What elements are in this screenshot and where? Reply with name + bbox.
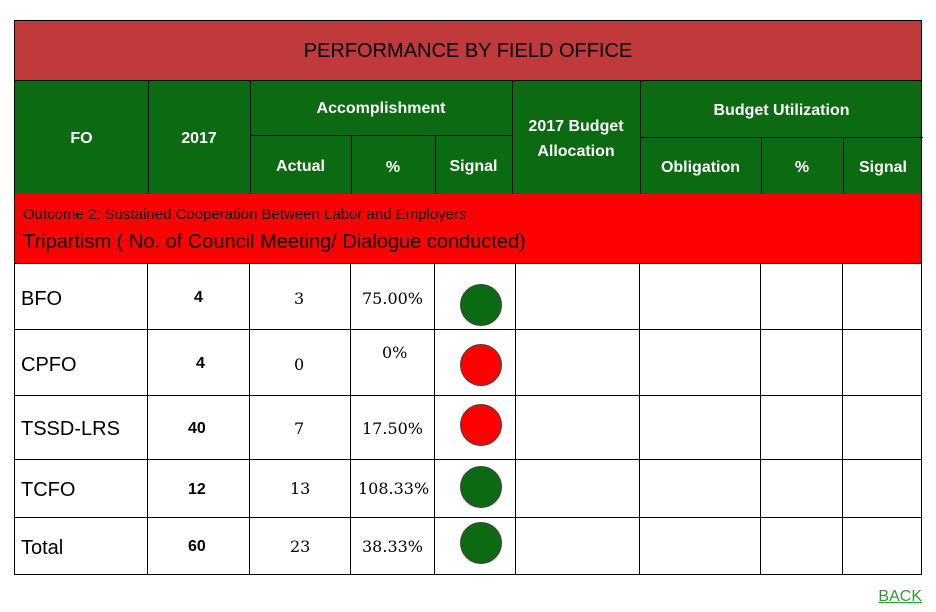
header-percent: %	[385, 159, 401, 176]
percent-value: 38.33%	[362, 537, 424, 556]
fo-name: Total	[21, 537, 64, 559]
header-budget-allocation-2: Allocation	[537, 143, 615, 160]
actual-value: 23	[290, 537, 311, 556]
page-title: PERFORMANCE BY FIELD OFFICE	[14, 20, 922, 81]
table-row: TSSD-LRS 40 7 17.50%	[14, 396, 922, 460]
table-row: Total 60 23 38.33%	[14, 518, 922, 575]
fo-name: BFO	[21, 288, 63, 310]
table-row: BFO 4 3 75.00%	[14, 264, 922, 330]
actual-value: 3	[294, 289, 305, 308]
outcome-banner: Outcome 2: Sustained Cooperation Between…	[14, 194, 922, 264]
target-value: 12	[188, 481, 206, 498]
page-title-text: PERFORMANCE BY FIELD OFFICE	[303, 40, 633, 62]
actual-value: 7	[294, 419, 305, 438]
fo-name: TSSD-LRS	[21, 418, 120, 440]
table-row: TCFO 12 13 108.33%	[14, 460, 922, 518]
percent-value: 108.33%	[358, 479, 430, 498]
fo-name: CPFO	[21, 354, 77, 376]
actual-value: 13	[290, 479, 311, 498]
header-accomplishment: Accomplishment	[316, 100, 446, 117]
header-util-percent: %	[794, 159, 810, 176]
target-value: 60	[188, 538, 206, 555]
signal-green-indicator	[460, 522, 502, 564]
table-row: CPFO 4 0 0%	[14, 330, 922, 396]
table-header: FO 2017 Accomplishment Actual % Signal 2…	[14, 81, 923, 194]
header-util-signal: Signal	[858, 159, 907, 176]
back-link[interactable]: BACK	[878, 588, 922, 605]
header-year: 2017	[181, 130, 217, 147]
target-value: 40	[188, 420, 206, 437]
outcome-title: Outcome 2: Sustained Cooperation Between…	[23, 206, 467, 223]
outcome-indicator: Tripartism ( No. of Council Meeting/ Dia…	[23, 231, 526, 253]
percent-value: 17.50%	[362, 419, 424, 438]
header-fo: FO	[70, 130, 93, 147]
target-value: 4	[196, 355, 205, 372]
header-budget-utilization: Budget Utilization	[713, 102, 850, 119]
signal-red-indicator	[460, 344, 502, 386]
fo-name: TCFO	[21, 479, 76, 501]
percent-value: 0%	[382, 343, 408, 362]
header-signal: Signal	[449, 158, 498, 175]
signal-red-indicator	[460, 404, 502, 446]
data-table: BFO 4 3 75.00% CPFO 4 0 0% TSSD-LRS 40 7	[14, 264, 922, 575]
header-actual: Actual	[276, 158, 325, 175]
header-obligation: Obligation	[660, 159, 741, 176]
header-budget-allocation-1: 2017 Budget	[528, 118, 624, 135]
percent-value: 75.00%	[362, 289, 424, 308]
signal-green-indicator	[460, 284, 502, 326]
actual-value: 0	[294, 355, 305, 374]
signal-green-indicator	[460, 466, 502, 508]
target-value: 4	[194, 289, 203, 306]
